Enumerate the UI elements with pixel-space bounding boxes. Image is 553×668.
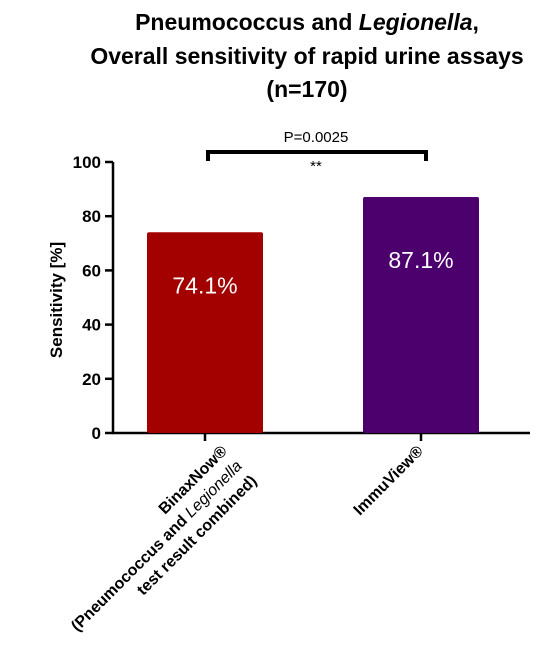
bar-0 [147,232,263,433]
y-tick-label-20: 20 [82,370,101,389]
y-tick-label-40: 40 [82,316,101,335]
x-label-binaxnow-line-2: (Pneumococcus and Legionella [68,458,245,635]
significance-bracket: P=0.0025 ** [206,129,428,175]
significance-stars: ** [310,158,322,175]
title-line-3: (n=170) [266,76,347,102]
x-label-immuview-line-1: ImmuView® [351,443,427,519]
x-label-immuview: ImmuView® [351,443,427,519]
bar-data-label-1: 87.1% [388,247,453,273]
bars: 74.1% 87.1% [147,196,479,433]
significance-bracket-line [206,150,428,161]
y-axis-label: Sensitivity [%] [47,242,66,358]
bar-data-label-0: 74.1% [172,272,237,298]
y-tick-label-0: 0 [92,424,101,443]
chart-title: Pneumococcus and Legionella, Overall sen… [90,9,523,102]
x-label-binaxnow: BinaxNow® (Pneumococcus and Legionella t… [68,443,260,635]
title-line-1: Pneumococcus and Legionella, [135,9,479,35]
bar-1 [363,196,479,433]
x-label-binaxnow-line-3: test result combined) [134,473,260,599]
p-value-label: P=0.0025 [284,129,349,146]
y-tick-label-60: 60 [82,261,101,280]
title-line-2: Overall sensitivity of rapid urine assay… [90,43,523,69]
y-tick-label-100: 100 [73,153,101,172]
x-category-labels: BinaxNow® (Pneumococcus and Legionella t… [68,443,427,635]
y-tick-label-80: 80 [82,207,101,226]
